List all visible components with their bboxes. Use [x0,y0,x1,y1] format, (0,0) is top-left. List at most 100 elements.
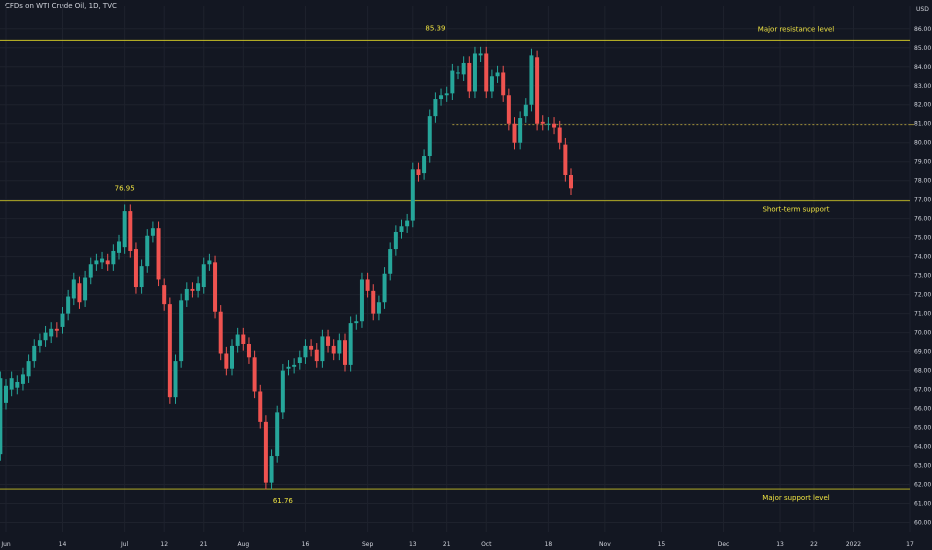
candle-body [235,334,240,346]
candle-body [20,374,25,384]
candle-body [569,175,573,189]
candle-body [495,72,500,77]
candle-body [501,72,506,96]
candle-body [433,99,438,117]
price-annotation: 76.95 [115,185,135,193]
candle-body [139,266,144,288]
y-tick-label: 71.00 [914,311,931,318]
y-tick-label: 82.00 [914,102,931,109]
candle-body [410,169,415,221]
y-tick-label: 86.00 [914,26,931,33]
candle-body [450,70,455,94]
price-annotation: 61.76 [273,497,294,505]
price-level-label: Major support level [762,494,829,502]
y-tick-label: 64.00 [914,444,931,451]
candle-body [467,62,472,92]
candle-body [179,300,184,362]
candle-body [518,118,523,143]
candle-body [546,123,551,125]
candle-body [439,95,444,100]
candle-body [309,345,314,350]
candle-body [371,290,376,314]
candle-body [427,116,432,157]
x-tick-label: Oct [481,541,492,548]
candle-body [66,296,71,314]
candle-body [359,279,364,322]
x-tick-label: 14 [59,541,67,548]
x-tick-label: Aug [237,541,249,548]
price-level-label: Major resistance level [758,25,834,33]
time-axis[interactable]: Jun 14 Jul 12 21 Aug 16 Sep 13 21 Oct 18 Nov 15 Dec 13 2… [0,541,914,548]
candle-body [173,361,178,398]
candle-body [393,231,398,250]
chart-header: CFDs on WTI Crude Oil, 1D, TVC [5,2,117,10]
candle-body [484,53,489,92]
price-axis[interactable]: 60.00 61.00 62.00 63.00 64.00 65.00 66.00 67.00… [910,6,931,527]
candle-body [456,72,460,74]
candle-body [331,345,336,354]
x-tick-label: 18 [545,541,553,548]
annotations: 85.39 76.95 61.76 [115,24,446,505]
candle-body [292,364,297,367]
candle-body [15,381,20,388]
y-tick-label: 75.00 [914,235,931,242]
candle-body [388,249,393,274]
y-tick-label: 84.00 [914,64,931,71]
candle-body [326,336,331,346]
candle-body [529,55,534,105]
y-tick-label: 72.00 [914,292,931,299]
y-tick-label: 77.00 [914,197,931,204]
candle-body [201,264,206,288]
candle-body [252,357,257,392]
candle-body [382,273,387,303]
candle-body [218,311,223,354]
candle-body [94,260,99,265]
y-tick-label: 80.00 [914,140,931,147]
y-tick-label: 78.00 [914,178,931,185]
y-tick-label: 61.00 [914,501,931,508]
candle-body [280,370,285,413]
candle-body [297,357,302,363]
candle-body [258,391,263,422]
y-tick-label: 83.00 [914,83,931,90]
y-tick-label: 74.00 [914,254,931,261]
candle-body [512,123,517,143]
candle-body [49,328,54,337]
x-tick-label: 16 [302,541,310,548]
candle-body [100,258,105,263]
x-tick-label: 2022 [846,541,861,548]
candle-body [422,156,427,174]
candle-body [523,104,528,117]
candle-body [184,288,189,301]
y-tick-label: 76.00 [914,216,931,223]
price-level-label: Short-term support [762,206,829,214]
candle-body [405,220,410,227]
y-tick-label: 60.00 [914,520,931,527]
candle-body [444,93,449,96]
candle-body [535,57,540,124]
candle-body [489,76,494,92]
candle-body [246,344,251,358]
x-tick-label: 15 [658,541,666,548]
candle-body [0,378,3,455]
candle-body [213,262,218,312]
candle-body [150,228,155,236]
candle-body [376,302,381,314]
candle-body [54,328,59,331]
y-tick-label: 79.00 [914,159,931,166]
candle-body [133,249,138,288]
candle-body [167,304,172,398]
candle-body [196,283,201,291]
x-tick-label: Dec [718,541,730,548]
x-tick-label: 13 [776,541,784,548]
x-tick-label: Nov [599,541,611,548]
x-tick-label: Jun [0,541,11,548]
candle-body [88,264,93,278]
candle-body [128,211,133,251]
y-tick-label: 65.00 [914,425,931,432]
y-tick-label: 68.00 [914,368,931,375]
y-tick-label: 66.00 [914,406,931,413]
candle-body [37,340,42,346]
candle-body [77,283,82,303]
